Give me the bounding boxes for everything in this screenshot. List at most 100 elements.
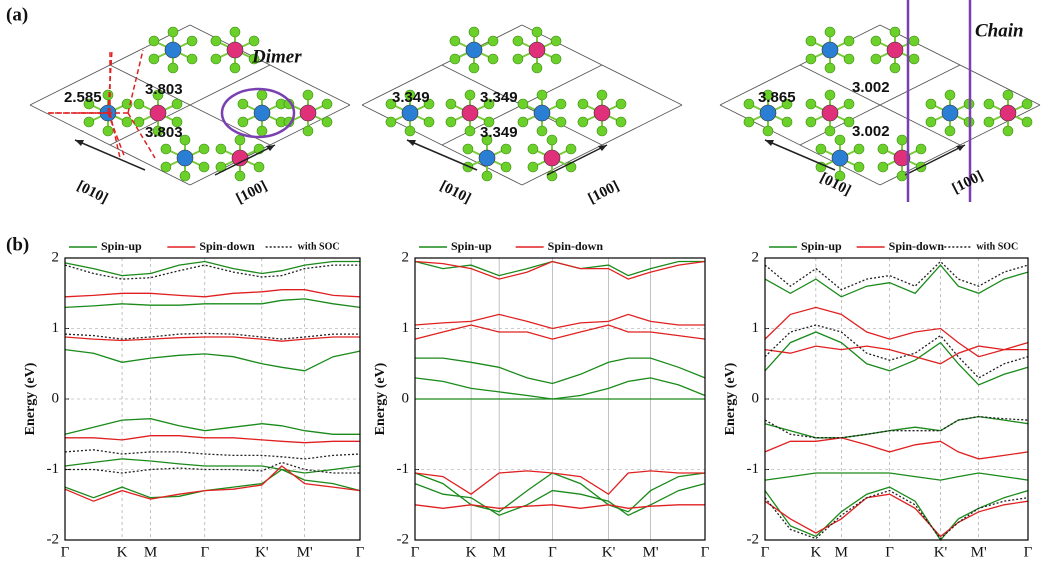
- x-tick-label: K': [255, 544, 269, 560]
- band: [65, 436, 360, 443]
- ligand-atom: [187, 36, 197, 46]
- band: [65, 450, 360, 459]
- ligand-atom: [897, 171, 907, 181]
- ligand-atom: [322, 99, 332, 109]
- ligand-atom: [1003, 90, 1013, 100]
- metal-atom: [822, 105, 838, 121]
- band: [415, 314, 705, 328]
- structure-label: Chain: [975, 20, 1024, 41]
- band: [415, 505, 705, 509]
- ligand-atom: [216, 144, 226, 154]
- ligand-atom: [238, 99, 248, 109]
- band: [65, 419, 360, 435]
- y-tick-label: -1: [47, 461, 60, 477]
- ligand-atom: [844, 99, 854, 109]
- ligand-atom: [816, 144, 826, 154]
- y-axis-label: Energy (eV): [23, 362, 38, 435]
- legend-label: Spin-down: [199, 239, 255, 253]
- y-tick-label: 1: [402, 320, 410, 336]
- distance-label: 2.585: [64, 89, 102, 106]
- ligand-atom: [386, 117, 396, 127]
- band: [765, 417, 1028, 438]
- x-tick-label: M': [971, 544, 987, 560]
- ligand-atom: [854, 162, 864, 172]
- ligand-atom: [806, 54, 816, 64]
- ligand-atom: [597, 126, 607, 136]
- ligand-atom: [230, 27, 240, 37]
- distance-label: 3.865: [758, 89, 796, 106]
- metal-atom: [466, 42, 482, 58]
- ligand-atom: [322, 117, 332, 127]
- y-tick-label: 0: [402, 390, 410, 406]
- ligand-atom: [890, 27, 900, 37]
- ligand-atom: [825, 126, 835, 136]
- ligand-atom: [488, 36, 498, 46]
- ligand-atom: [469, 63, 479, 73]
- x-tick-label: Γ: [356, 544, 365, 560]
- ligand-atom: [744, 99, 754, 109]
- x-tick-label: Γ: [1024, 544, 1033, 560]
- ligand-atom: [806, 99, 816, 109]
- ligand-atom: [187, 54, 197, 64]
- x-tick-label: M': [297, 544, 313, 560]
- ligand-atom: [254, 162, 264, 172]
- metal-atom: [402, 105, 418, 121]
- ligand-atom: [446, 99, 456, 109]
- ligand-atom: [556, 117, 566, 127]
- direction-label: [100]: [950, 168, 986, 197]
- ligand-atom: [597, 90, 607, 100]
- ligand-atom: [782, 117, 792, 127]
- ligand-atom: [199, 162, 209, 172]
- metal-atom: [594, 105, 610, 121]
- metal-atom: [529, 42, 545, 58]
- structures: [30, 0, 1040, 202]
- x-tick-label: K: [810, 544, 821, 560]
- ligand-atom: [257, 126, 267, 136]
- distance-label: 3.349: [480, 89, 518, 106]
- ligand-atom: [149, 36, 159, 46]
- legend-label: with SOC: [976, 241, 1018, 252]
- ligand-atom: [835, 135, 845, 145]
- ligand-atom: [616, 117, 626, 127]
- x-tick-label: Γ: [701, 544, 710, 560]
- ligand-atom: [1022, 99, 1032, 109]
- y-tick-label: 1: [752, 320, 760, 336]
- direction-label: [100]: [234, 178, 270, 207]
- band: [765, 473, 1028, 480]
- y-tick-label: 1: [52, 320, 60, 336]
- ligand-atom: [844, 54, 854, 64]
- y-tick-label: 0: [52, 390, 60, 406]
- direction-label: [100]: [586, 178, 622, 207]
- direction-arrow: [905, 145, 965, 175]
- ligand-atom: [537, 90, 547, 100]
- x-tick-label: K: [466, 544, 477, 560]
- ligand-atom: [532, 63, 542, 73]
- ligand-atom: [551, 54, 561, 64]
- band: [65, 470, 360, 498]
- ligand-atom: [578, 117, 588, 127]
- metal-atom: [462, 105, 478, 121]
- ligand-atom: [235, 135, 245, 145]
- ligand-atom: [84, 117, 94, 127]
- ligand-atom: [806, 36, 816, 46]
- ligand-atom: [532, 27, 542, 37]
- distance-label: 3.349: [480, 124, 518, 141]
- distance-label: 3.002: [852, 79, 890, 96]
- y-axis-label: Energy (eV): [373, 362, 388, 435]
- ligand-atom: [528, 162, 538, 172]
- ligand-atom: [161, 144, 171, 154]
- ligand-atom: [984, 99, 994, 109]
- y-tick-label: -1: [397, 461, 410, 477]
- band: [415, 484, 705, 516]
- panel-label: (b): [6, 234, 29, 255]
- ligand-atom: [168, 63, 178, 73]
- direction-arrow: [75, 140, 145, 170]
- ligand-atom: [482, 171, 492, 181]
- distance-label: 3.803: [145, 81, 183, 98]
- ligand-atom: [488, 54, 498, 64]
- ligand-atom: [465, 126, 475, 136]
- metal-atom: [479, 150, 495, 166]
- ligand-atom: [465, 90, 475, 100]
- metal-atom: [822, 42, 838, 58]
- ligand-atom: [230, 63, 240, 73]
